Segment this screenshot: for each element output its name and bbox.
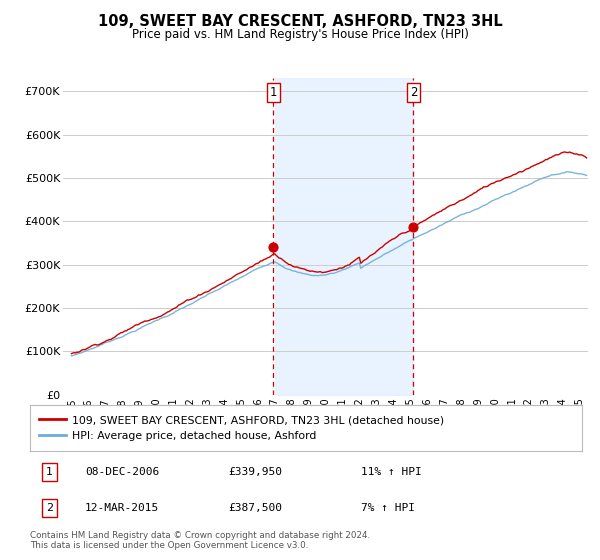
Point	[269, 243, 278, 252]
Point	[409, 222, 418, 231]
Text: 2: 2	[46, 503, 53, 513]
Text: 11% ↑ HPI: 11% ↑ HPI	[361, 467, 422, 477]
Text: 7% ↑ HPI: 7% ↑ HPI	[361, 503, 415, 513]
Text: £387,500: £387,500	[229, 503, 283, 513]
Text: 1: 1	[46, 467, 53, 477]
Text: 2: 2	[410, 86, 417, 99]
Text: 109, SWEET BAY CRESCENT, ASHFORD, TN23 3HL: 109, SWEET BAY CRESCENT, ASHFORD, TN23 3…	[98, 14, 502, 29]
Text: £339,950: £339,950	[229, 467, 283, 477]
Text: 1: 1	[269, 86, 277, 99]
Text: 08-DEC-2006: 08-DEC-2006	[85, 467, 160, 477]
Legend: 109, SWEET BAY CRESCENT, ASHFORD, TN23 3HL (detached house), HPI: Average price,: 109, SWEET BAY CRESCENT, ASHFORD, TN23 3…	[34, 411, 449, 445]
Text: Price paid vs. HM Land Registry's House Price Index (HPI): Price paid vs. HM Land Registry's House …	[131, 28, 469, 41]
Text: 12-MAR-2015: 12-MAR-2015	[85, 503, 160, 513]
Text: Contains HM Land Registry data © Crown copyright and database right 2024.
This d: Contains HM Land Registry data © Crown c…	[30, 531, 370, 550]
